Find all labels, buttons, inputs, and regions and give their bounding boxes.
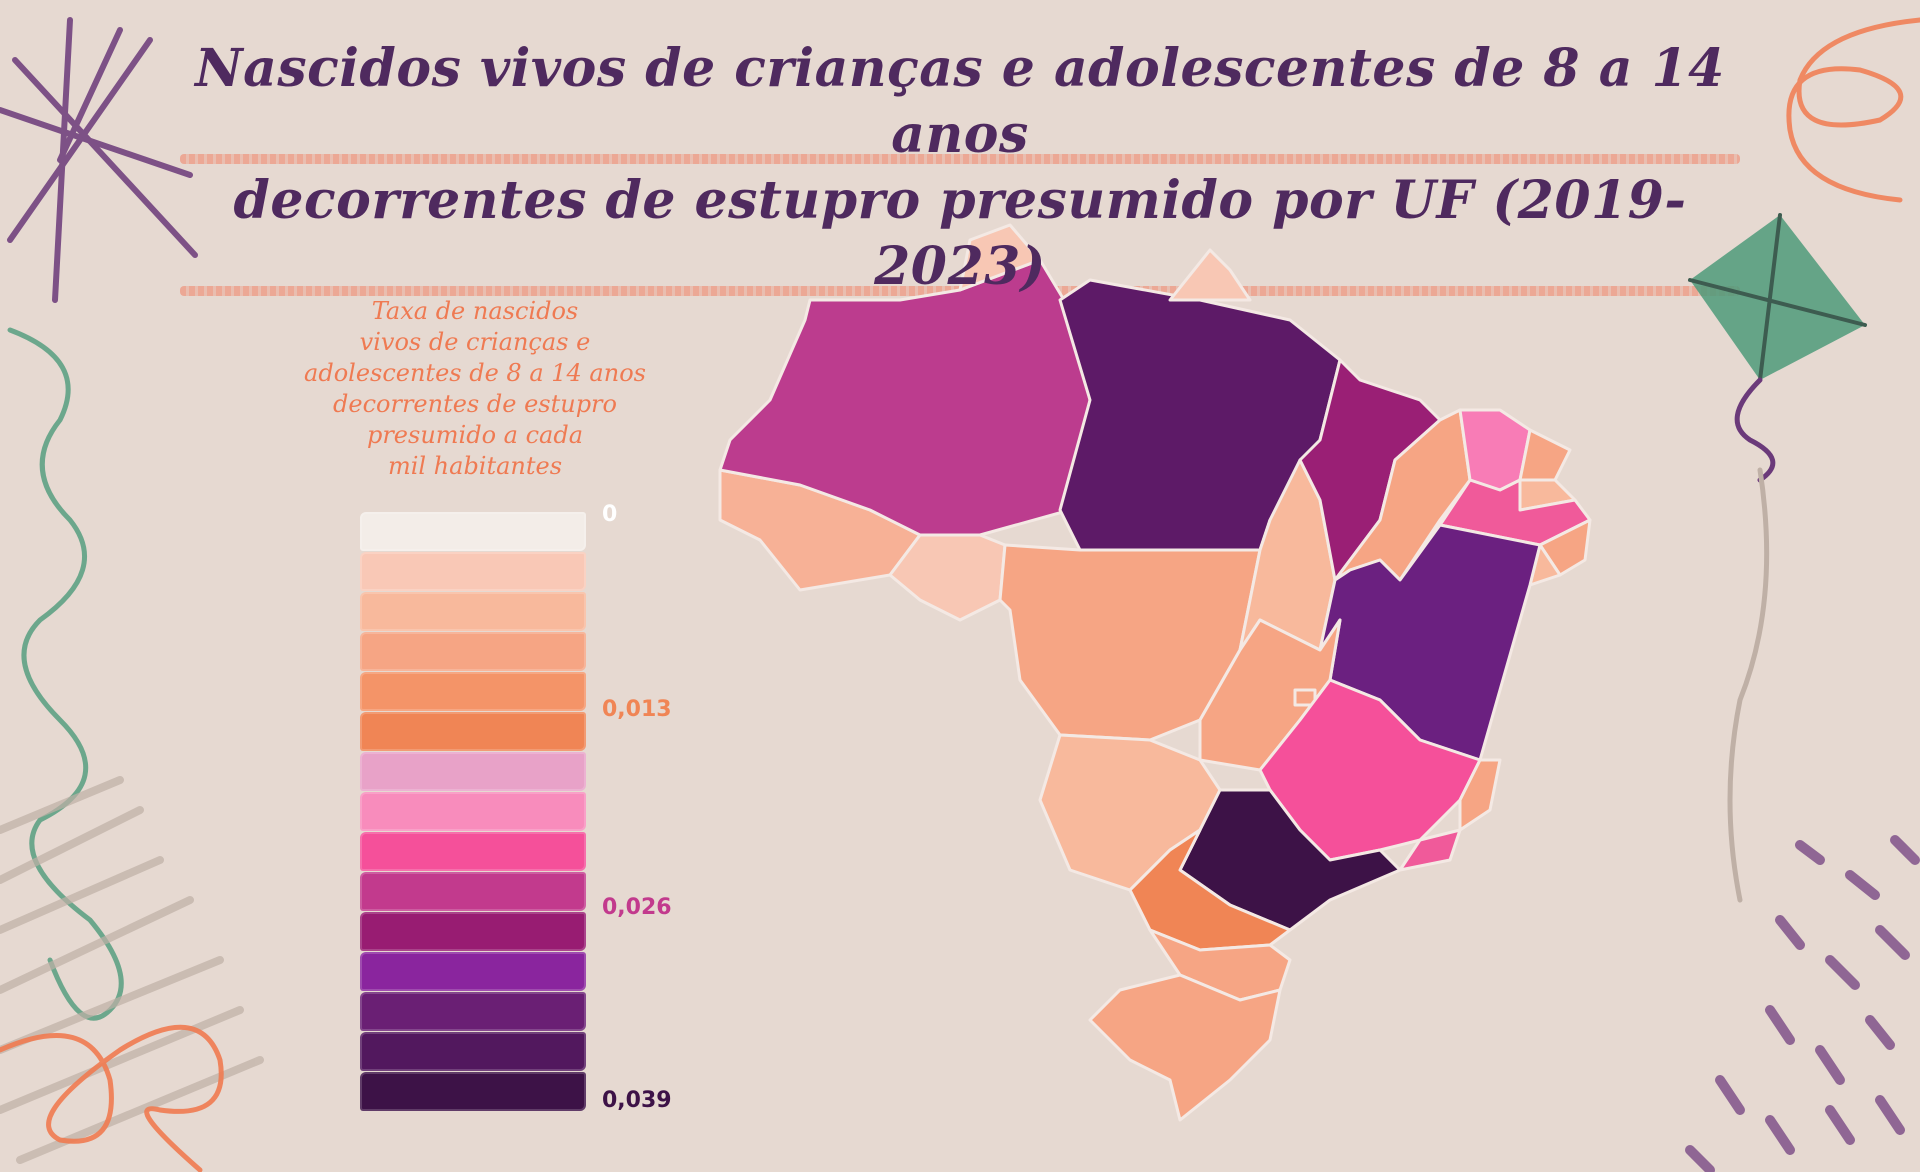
legend-swatch xyxy=(360,952,586,991)
legend-swatch xyxy=(360,752,586,791)
state-es xyxy=(1458,758,1502,832)
purple-dashes-scribble-icon xyxy=(1685,835,1920,1172)
state-am xyxy=(718,258,1092,537)
legend-tick-1: 0,013 xyxy=(602,697,672,722)
state-rn xyxy=(1518,428,1572,482)
legend-swatch xyxy=(360,632,586,671)
kite-icon xyxy=(1688,213,1867,903)
orange-top-right-scribble-icon xyxy=(1786,17,1920,203)
title-line-2: decorrentes de estupro presumido por UF … xyxy=(180,168,1740,300)
state-rr xyxy=(958,223,1042,292)
orange-loop-scribble-icon xyxy=(0,1024,224,1172)
legend-swatch xyxy=(360,512,586,551)
decorative-scribbles xyxy=(0,17,1920,1172)
title-line-1: Nascidos vivos de crianças e adolescente… xyxy=(180,36,1740,168)
legend-swatch xyxy=(360,872,586,911)
brazil-map xyxy=(718,223,1592,1122)
legend-swatch xyxy=(360,1032,586,1071)
star-scribble-icon xyxy=(0,17,198,303)
legend-tick-2: 0,026 xyxy=(602,895,672,920)
legend-title: Taxa de nascidos vivos de crianças e ado… xyxy=(304,297,646,480)
legend-tick-3: 0,039 xyxy=(602,1088,672,1113)
legend-swatch xyxy=(360,672,586,711)
state-rj xyxy=(1398,828,1462,872)
legend-swatch xyxy=(360,832,586,871)
state-ro xyxy=(888,533,1007,622)
legend-swatch xyxy=(360,552,586,591)
legend-swatch xyxy=(360,1072,586,1111)
legend-swatch xyxy=(360,792,586,831)
legend-tick-0: 0 xyxy=(602,502,618,527)
state-pr xyxy=(1128,828,1292,952)
legend-swatch xyxy=(360,592,586,631)
gray-hatch-scribble-icon xyxy=(0,776,264,1164)
legend-swatch xyxy=(360,712,586,751)
legend-swatch xyxy=(360,912,586,951)
state-rs xyxy=(1088,973,1282,1122)
legend-swatch xyxy=(360,992,586,1031)
green-zigzag-scribble-icon xyxy=(7,327,124,1021)
legend-scale xyxy=(360,512,586,1112)
chart-title: Nascidos vivos de crianças e adolescente… xyxy=(180,36,1740,300)
